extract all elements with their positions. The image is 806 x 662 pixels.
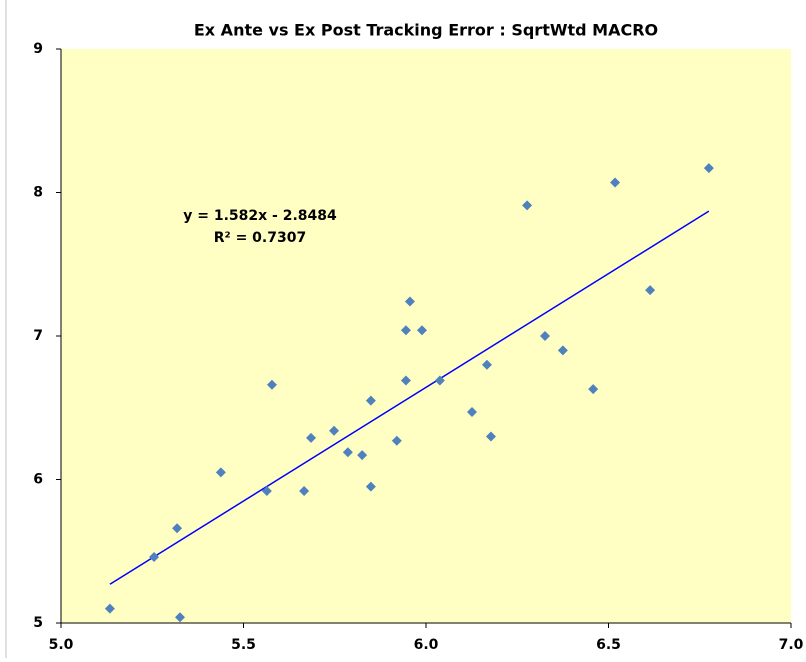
marker — [172, 523, 183, 534]
y-tick-label: 9 — [33, 41, 43, 57]
marker — [365, 481, 376, 492]
marker — [539, 331, 550, 341]
marker — [610, 177, 621, 188]
marker — [703, 163, 714, 174]
marker — [485, 431, 496, 442]
marker — [174, 612, 185, 623]
plot-area — [61, 49, 791, 623]
marker — [645, 285, 656, 296]
marker — [400, 325, 411, 336]
marker — [104, 603, 115, 614]
x-tick-label: 7.0 — [779, 637, 804, 653]
y-tick-label: 6 — [33, 472, 43, 488]
marker — [261, 485, 272, 496]
marker — [481, 359, 492, 370]
marker — [522, 200, 533, 211]
marker — [266, 379, 277, 390]
y-tick-label: 8 — [33, 185, 43, 201]
marker — [400, 375, 411, 386]
marker — [404, 296, 415, 307]
marker — [416, 325, 427, 336]
r-squared: R² = 0.7307 — [214, 230, 306, 246]
marker — [588, 384, 599, 395]
marker — [434, 375, 445, 386]
x-tick-label: 5.5 — [231, 637, 256, 653]
marker — [466, 407, 477, 418]
y-tick-label: 5 — [33, 615, 43, 631]
marker — [329, 425, 340, 436]
marker — [391, 435, 402, 446]
marker — [215, 467, 226, 478]
x-tick-label: 6.0 — [414, 637, 439, 653]
marker — [365, 395, 376, 406]
chart-title: Ex Ante vs Ex Post Tracking Error : Sqrt… — [194, 21, 658, 40]
x-tick-label: 6.5 — [596, 637, 621, 653]
marker — [357, 450, 368, 461]
trend-equation: y = 1.582x - 2.8484 — [183, 208, 337, 224]
marker — [342, 447, 353, 458]
marker — [149, 551, 160, 562]
marker — [299, 485, 310, 496]
x-tick-label: 5.0 — [49, 637, 74, 653]
trendline — [109, 210, 710, 585]
marker — [557, 345, 568, 356]
marker — [306, 432, 317, 443]
y-tick-label: 7 — [33, 328, 43, 344]
